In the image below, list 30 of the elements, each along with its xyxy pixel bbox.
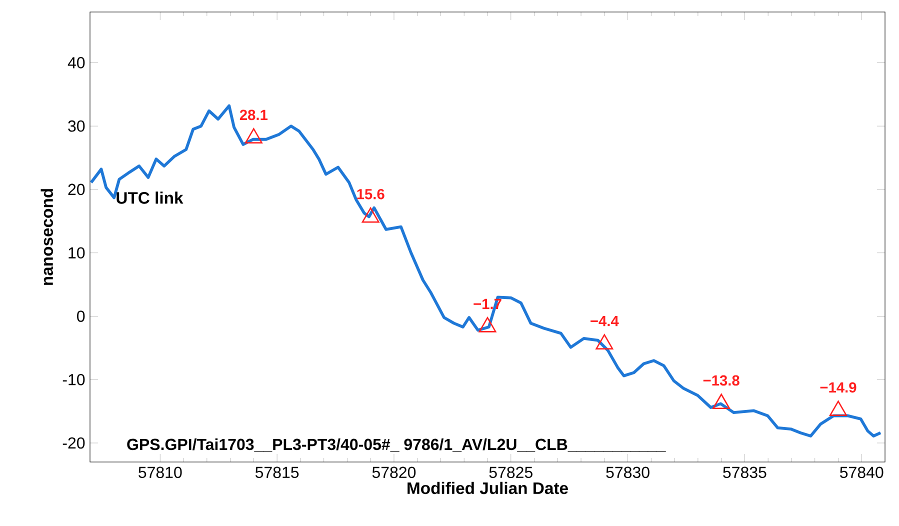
y-tick-label: 40 <box>68 57 85 68</box>
point <box>829 400 847 416</box>
x-tick-label: 57815 <box>255 466 299 478</box>
x-axis-title: Modified Julian Date <box>408 482 568 494</box>
x-tick-label: 57830 <box>606 466 650 478</box>
y-tick-label: 0 <box>77 310 85 322</box>
y-tick-label: 20 <box>68 184 85 196</box>
y-axis-title: nanosecond <box>40 189 54 285</box>
series-label: UTC link <box>116 192 184 204</box>
data-label: −4.4 <box>590 316 619 326</box>
x-tick-label: 57825 <box>489 466 532 478</box>
x-tick-label: 57820 <box>372 466 416 478</box>
data-label: −13.8 <box>703 375 740 386</box>
data-label: 15.6 <box>357 188 384 200</box>
point <box>478 317 496 332</box>
point <box>362 207 380 223</box>
data-label: −14.9 <box>820 382 856 393</box>
x-tick-label: 57840 <box>840 466 884 478</box>
y-tick-label: 30 <box>68 120 85 132</box>
x-tick-label: 57810 <box>138 466 182 478</box>
y-tick-label: -10 <box>62 374 85 386</box>
annotation: GPS.GPI/Tai1703__PL3-PT3/40-05#_ 9786/1_AV/L2U__CLB___________ <box>127 438 666 452</box>
point <box>244 128 262 144</box>
point <box>712 394 730 410</box>
x-tick-label: 57835 <box>723 466 766 478</box>
data-label: 28.1 <box>240 110 268 120</box>
point <box>596 334 614 350</box>
y-tick-label: -20 <box>62 437 85 449</box>
line-series <box>90 104 882 438</box>
y-tick-label: 10 <box>68 247 85 259</box>
